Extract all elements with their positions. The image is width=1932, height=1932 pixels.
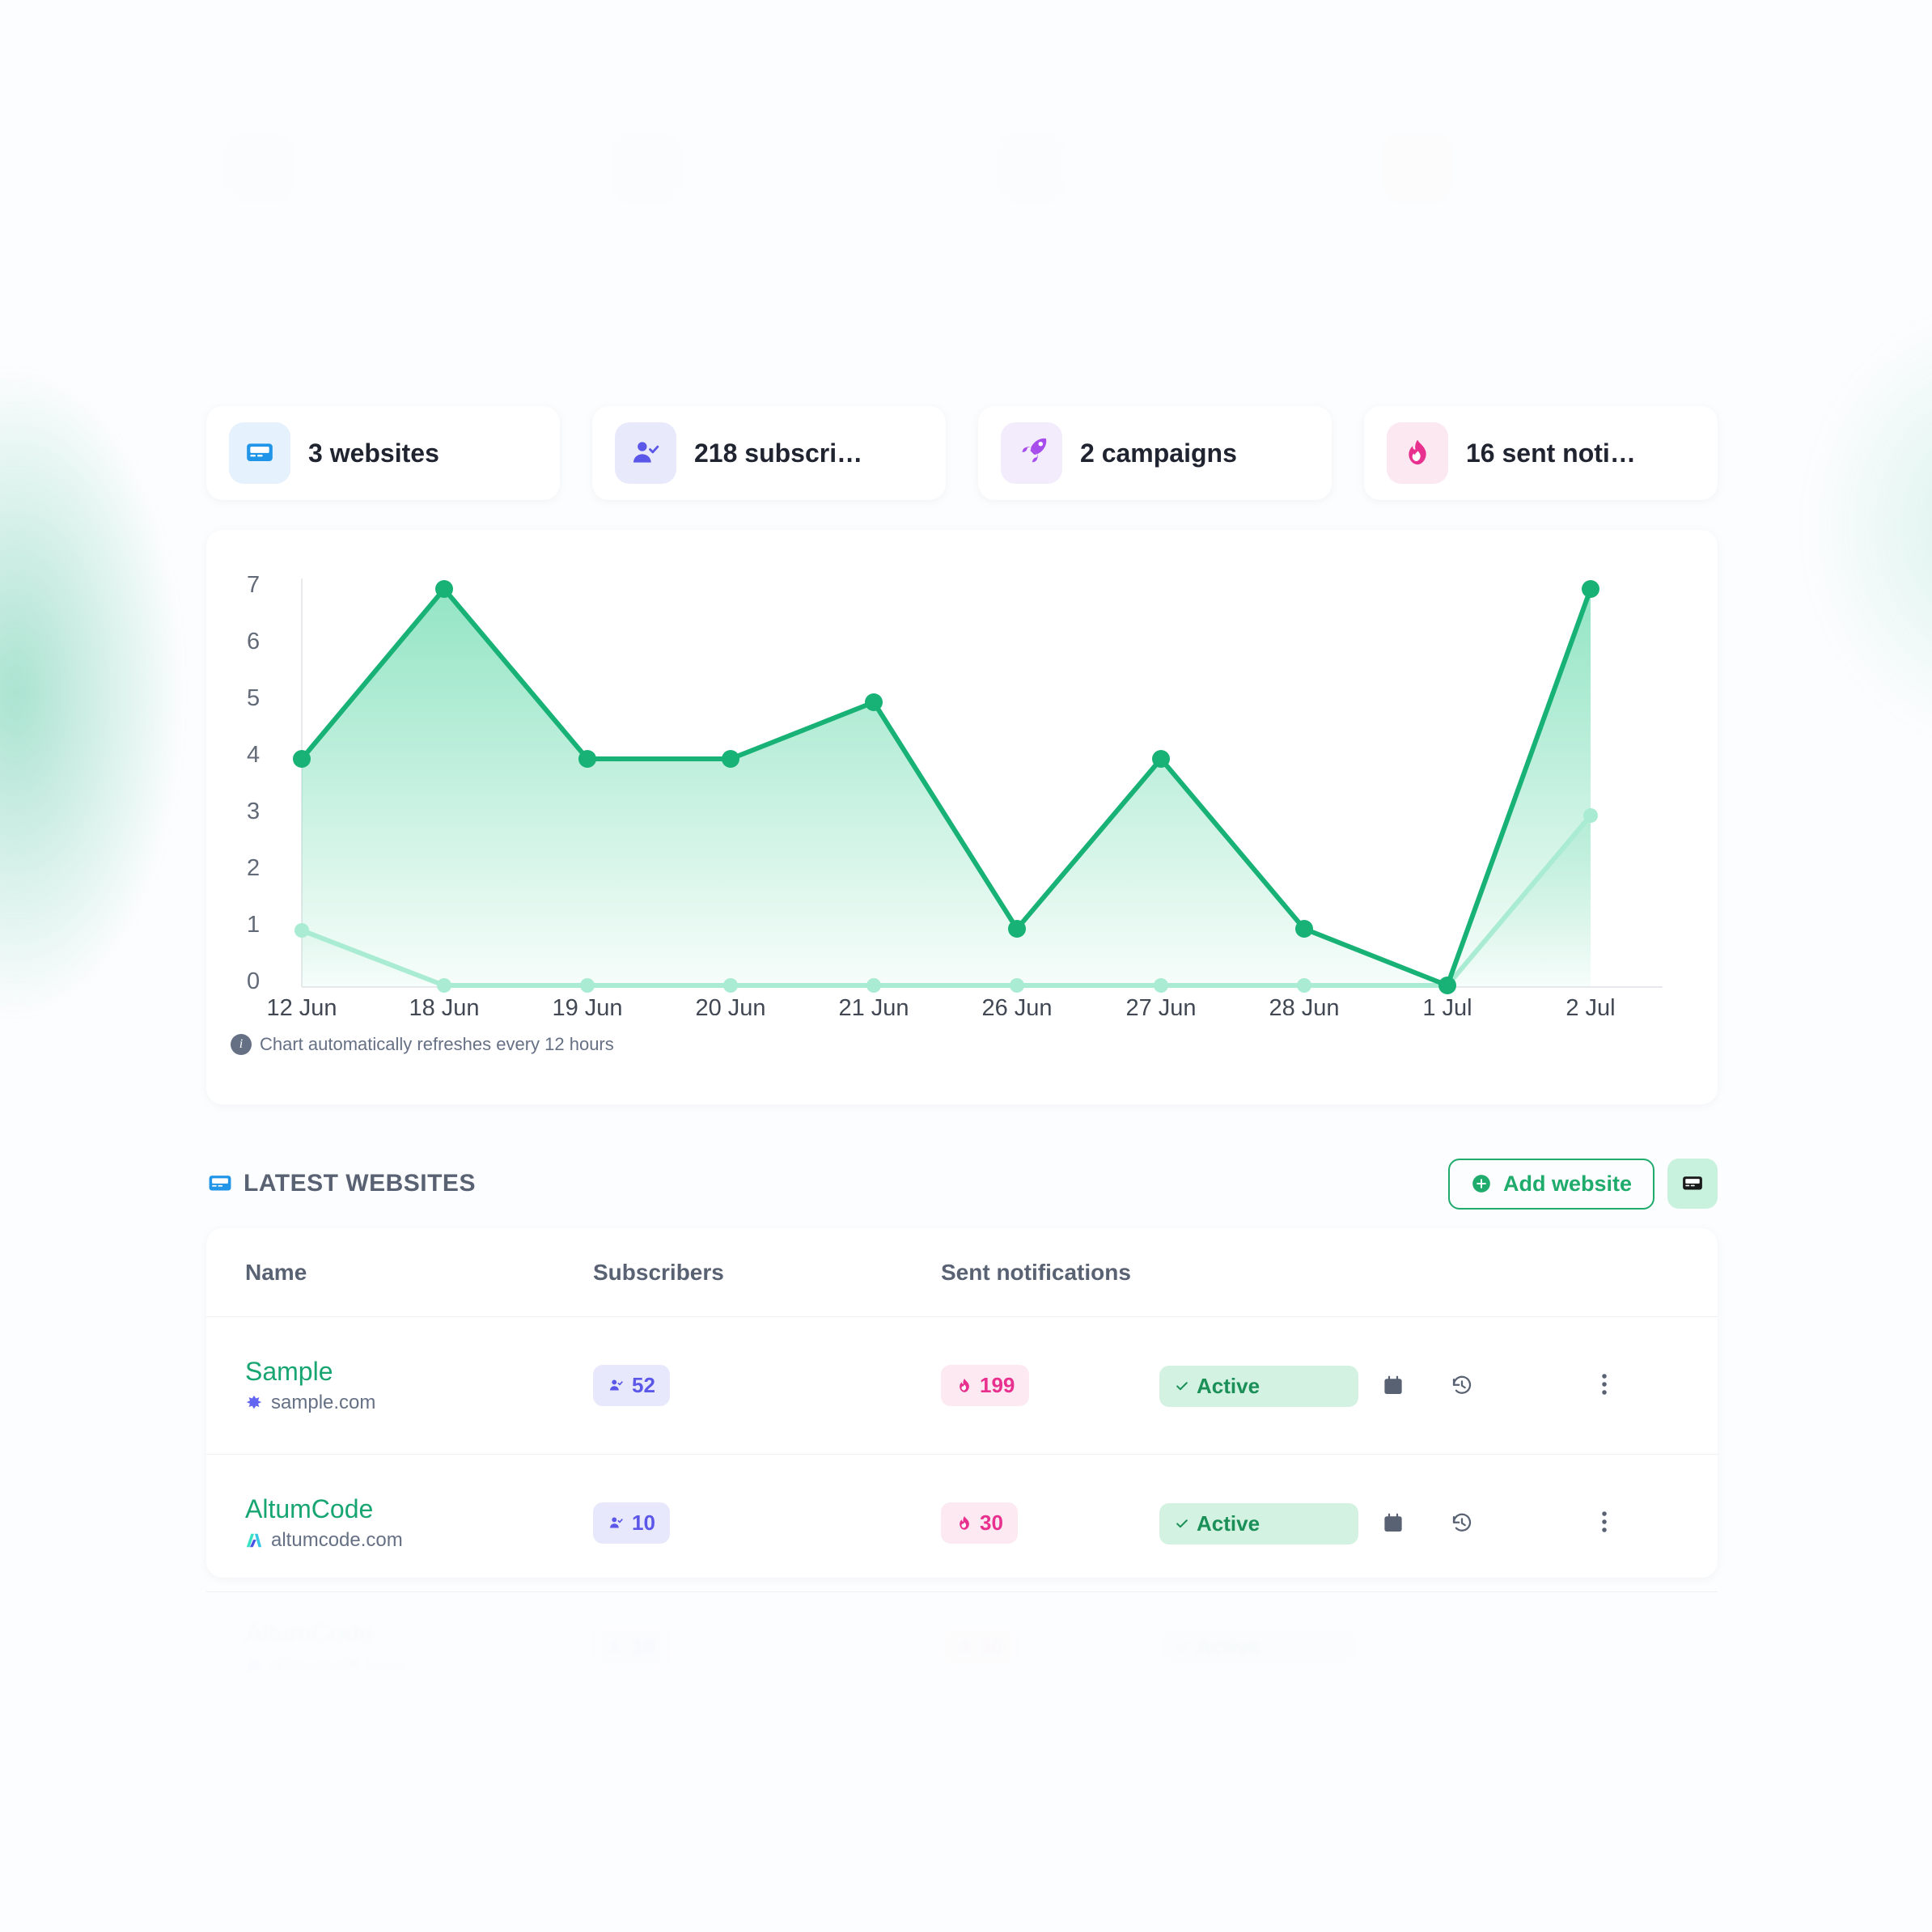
- svg-text:2 Jul: 2 Jul: [1566, 995, 1615, 1015]
- svg-text:7: 7: [247, 572, 260, 598]
- svg-text:0: 0: [247, 968, 260, 994]
- svg-text:18 Jun: 18 Jun: [409, 995, 479, 1015]
- svg-text:28 Jun: 28 Jun: [1269, 995, 1339, 1015]
- svg-text:3: 3: [247, 799, 260, 824]
- svg-text:1: 1: [247, 912, 260, 938]
- svg-text:1 Jul: 1 Jul: [1422, 995, 1472, 1015]
- svg-text:26 Jun: 26 Jun: [981, 995, 1052, 1015]
- svg-text:21 Jun: 21 Jun: [838, 995, 909, 1015]
- svg-text:12 Jun: 12 Jun: [266, 995, 337, 1015]
- svg-text:2: 2: [247, 855, 260, 881]
- svg-text:5: 5: [247, 685, 260, 711]
- svg-text:4: 4: [247, 742, 260, 768]
- svg-text:6: 6: [247, 629, 260, 655]
- svg-text:27 Jun: 27 Jun: [1125, 995, 1196, 1015]
- svg-text:19 Jun: 19 Jun: [552, 995, 622, 1015]
- svg-text:20 Jun: 20 Jun: [695, 995, 765, 1015]
